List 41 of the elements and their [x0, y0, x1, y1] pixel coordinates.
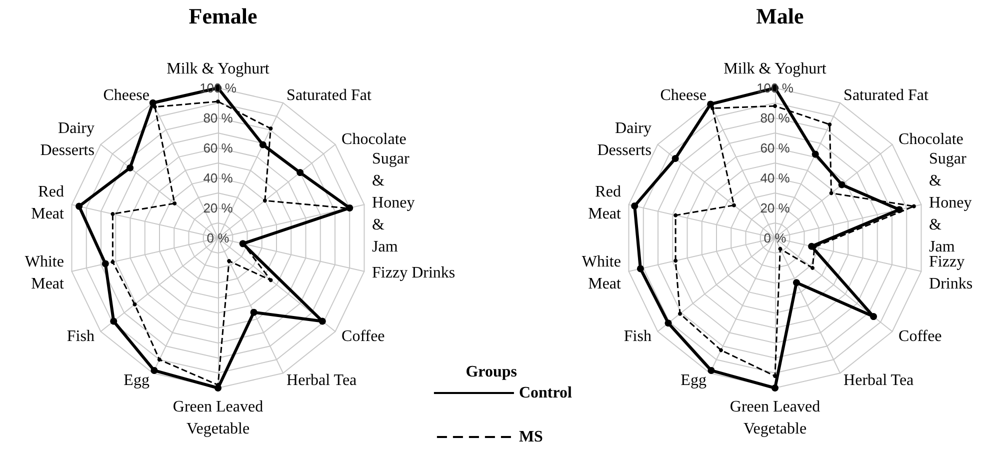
y-tick-label: 80 %	[760, 110, 790, 126]
spoke-label: Dairy Desserts	[597, 120, 652, 159]
y-tick-label: 60 %	[203, 140, 234, 156]
spoke-label: Cheese	[103, 87, 150, 104]
spoke-label: Dairy Desserts	[40, 120, 94, 159]
spoke-label: White Meat	[582, 254, 622, 293]
chart-title: Female	[188, 4, 258, 28]
spoke-label: Herbal Tea	[844, 372, 914, 389]
spoke-label: Chocolate	[342, 130, 406, 148]
y-tick-label: 40 %	[203, 170, 234, 186]
spoke-label: Fizzy Drinks	[372, 264, 456, 282]
y-tick-label: 20 %	[760, 200, 790, 216]
spoke-label: Fish	[624, 328, 652, 346]
y-tick-label: 40 %	[760, 170, 790, 186]
spoke-label: Herbal Tea	[286, 372, 357, 389]
spoke-label: White Meat	[24, 254, 65, 293]
text: Control	[518, 384, 573, 402]
legend-title: Groups	[466, 364, 517, 380]
y-tick-label: 20 %	[203, 200, 234, 216]
legend-label: MS	[518, 428, 544, 446]
spoke-label: Red Meat	[588, 183, 622, 222]
spoke-label: Green Leaved Vegetable	[172, 398, 264, 438]
spoke-label: Milk & Yoghurt	[166, 60, 270, 78]
spoke-label: Chocolate	[898, 130, 964, 148]
spoke-label: Saturated Fat	[286, 87, 372, 104]
spoke-label: Red Meat	[31, 183, 65, 222]
spoke-label: Milk & Yoghurt	[724, 60, 827, 78]
spoke-label: Egg	[680, 372, 706, 389]
spoke-label: Coffee	[898, 328, 942, 346]
spoke-label: Sugar & Honey & Jam	[929, 150, 972, 256]
spoke-label: Egg	[124, 372, 150, 389]
spoke-label: Cheese	[660, 87, 706, 104]
spoke-label: Saturated Fat	[844, 87, 929, 104]
spoke-label: Fizzy Drinks	[929, 254, 973, 293]
y-tick-label: 80 %	[203, 110, 234, 126]
y-tick-label: 60 %	[760, 140, 790, 156]
spoke-label: Sugar & Honey & Jam	[372, 150, 415, 256]
spoke-label: Coffee	[342, 328, 385, 346]
spoke-label: Fish	[66, 328, 94, 346]
chart-title: Male	[756, 4, 804, 28]
spoke-label: Green Leaved Vegetable	[730, 398, 820, 438]
